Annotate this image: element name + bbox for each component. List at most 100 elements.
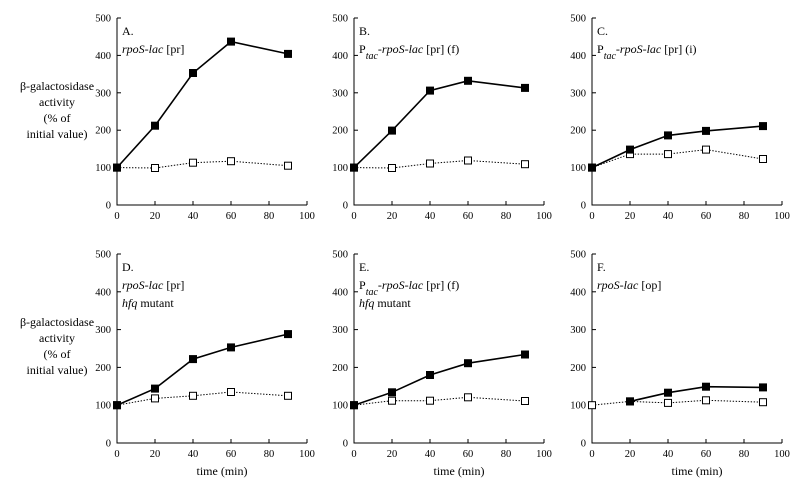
y-tick-label: 100 — [570, 401, 586, 412]
series-line-open — [353, 396, 526, 406]
data-point-filled-square — [284, 49, 292, 58]
x-tick-label: 20 — [625, 211, 636, 222]
data-point-open-square — [464, 393, 472, 402]
data-point-filled-square — [702, 382, 710, 391]
panel-construct-label: rpoS-lac [pr] — [122, 42, 184, 56]
title-part: [op] — [638, 278, 661, 292]
panel-b: 0 100 200 300 400 500 0 20 40 60 80 100 B. Ptac-rpoS-… — [332, 14, 552, 223]
title-part: tac — [366, 51, 379, 62]
y-axis-label-line: activity — [39, 95, 75, 109]
data-point-filled-square — [151, 384, 159, 393]
data-point-open-square — [588, 401, 596, 410]
data-point-filled-square — [113, 163, 121, 172]
y-tick-label: 500 — [95, 250, 111, 261]
x-tick-label: 80 — [264, 449, 275, 460]
data-point-open-square — [702, 145, 710, 154]
x-tick-label: 20 — [387, 449, 398, 460]
x-tick-label: 80 — [739, 449, 750, 460]
x-tick-label: 0 — [351, 449, 356, 460]
x-tick-label: 0 — [351, 211, 356, 222]
title-part: [pr] (f) — [423, 42, 459, 56]
y-tick-label: 0 — [106, 201, 111, 212]
data-point-filled-square — [759, 122, 767, 131]
x-tick-label: 0 — [114, 449, 119, 460]
panel-title: F. — [597, 260, 606, 274]
y-axis-label-line: initial value) — [27, 363, 88, 377]
series-line-filled — [591, 125, 764, 169]
panel-letter: B. — [359, 24, 370, 38]
panel-title: E. — [359, 260, 369, 274]
data-point-filled-square — [113, 401, 121, 410]
title-part: P — [597, 42, 604, 56]
x-tick-label: 20 — [387, 211, 398, 222]
x-tick-label: 80 — [501, 211, 512, 222]
x-tick-label: 80 — [501, 449, 512, 460]
data-point-filled-square — [350, 401, 358, 410]
panel-a: 0 100 200 300 400 500 0 20 40 60 80 100 A. rpoS-lac [… — [20, 14, 315, 223]
panel-e: 0 100 200 300 400 500 0 20 40 60 80 100 E. Ptac-rpoS-… — [332, 250, 552, 479]
panel-subtitle: hfq mutant — [122, 296, 174, 310]
y-tick-label: 500 — [332, 14, 348, 25]
x-tick-label: 20 — [150, 449, 161, 460]
data-point-filled-square — [464, 359, 472, 368]
y-tick-label: 200 — [95, 363, 111, 374]
y-tick-label: 300 — [332, 88, 348, 99]
panel-letter: E. — [359, 260, 369, 274]
data-point-open-square — [464, 156, 472, 165]
y-axis-label-line: initial value) — [27, 127, 88, 141]
data-point-open-square — [664, 150, 672, 159]
y-tick-label: 200 — [332, 126, 348, 137]
title-part: P — [359, 42, 366, 56]
x-tick-label: 40 — [425, 449, 436, 460]
x-tick-label: 20 — [625, 449, 636, 460]
x-tick-label: 40 — [425, 211, 436, 222]
data-point-open-square — [521, 160, 529, 169]
y-tick-label: 400 — [95, 287, 111, 298]
data-point-open-square — [151, 394, 159, 403]
y-tick-label: 0 — [581, 439, 586, 450]
y-axis-label-line: β-galactosidase — [20, 79, 94, 93]
panel-construct-label: Ptac-rpoS-lac [pr] (f) — [359, 278, 459, 298]
panel-d: 0 100 200 300 400 500 0 20 40 60 80 100 D. rpoS-lac [… — [20, 250, 315, 479]
series-line-filled — [116, 40, 289, 169]
y-tick-label: 400 — [570, 51, 586, 62]
data-point-open-square — [426, 159, 434, 168]
title-part: [pr] (i) — [661, 42, 696, 56]
series-line-filled — [116, 333, 289, 406]
panel-letter: D. — [122, 260, 134, 274]
panel-title: C. — [597, 24, 608, 38]
y-tick-label: 200 — [570, 126, 586, 137]
y-tick-label: 200 — [570, 363, 586, 374]
data-point-filled-square — [464, 76, 472, 85]
x-tick-label: 60 — [701, 449, 712, 460]
panel-letter: C. — [597, 24, 608, 38]
y-axis-label-line: activity — [39, 331, 75, 345]
x-tick-label: 40 — [663, 211, 674, 222]
subtitle-part: mutant — [137, 296, 174, 310]
title-part: [pr] — [163, 42, 184, 56]
panel-title: D. — [122, 260, 134, 274]
data-point-filled-square — [189, 355, 197, 364]
title-part: [pr] (f) — [423, 278, 459, 292]
panel-construct-label: rpoS-lac [pr] — [122, 278, 184, 292]
data-point-filled-square — [626, 145, 634, 154]
y-tick-label: 200 — [95, 126, 111, 137]
y-tick-label: 400 — [332, 287, 348, 298]
data-point-filled-square — [426, 371, 434, 379]
x-tick-label: 100 — [774, 211, 790, 222]
title-part: P — [359, 278, 366, 292]
title-part: rpoS-lac — [122, 42, 164, 56]
y-tick-label: 100 — [332, 163, 348, 174]
panel-title: B. — [359, 24, 370, 38]
data-point-filled-square — [227, 37, 235, 46]
data-point-open-square — [664, 398, 672, 407]
y-tick-label: 100 — [570, 163, 586, 174]
data-point-open-square — [426, 396, 434, 405]
title-part: [pr] — [163, 278, 184, 292]
y-tick-label: 100 — [95, 401, 111, 412]
y-tick-label: 500 — [332, 250, 348, 261]
x-tick-label: 60 — [226, 211, 237, 222]
series-line-open — [353, 159, 526, 169]
data-point-open-square — [702, 396, 710, 405]
series-line-open — [591, 149, 764, 169]
